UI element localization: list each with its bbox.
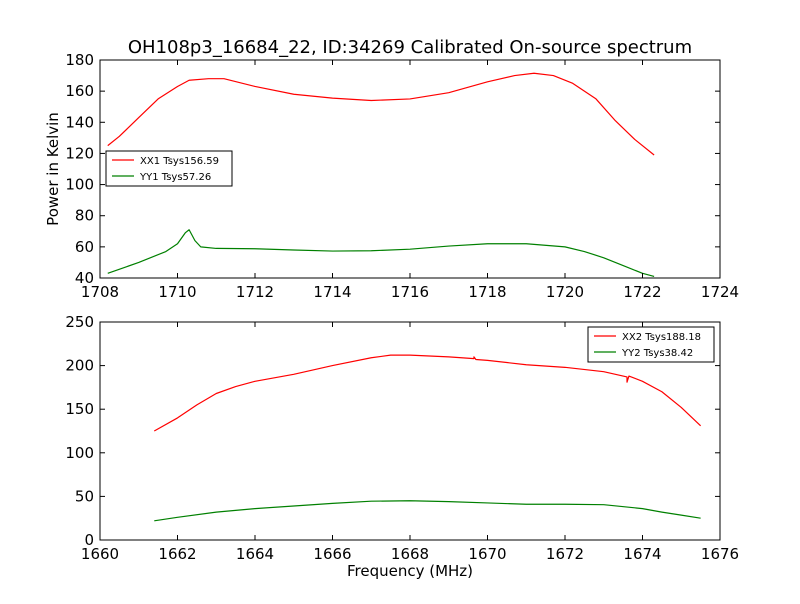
legend: XX1 Tsys156.59 YY1 Tsys57.26 <box>105 150 233 187</box>
plot-panel-1: 1708 1710 1712 1714 1716 1718 1720 1722 1724 40 60… <box>65 51 739 301</box>
y-axis-label: Power in Kelvin <box>44 112 62 226</box>
x-tick-label: 1676 <box>701 545 739 563</box>
y-tick-label: 200 <box>65 357 94 375</box>
y-tick-label: 120 <box>65 144 94 162</box>
y-tick-label: 60 <box>75 238 94 256</box>
x-tick-label: 1660 <box>81 545 119 563</box>
y-tick-label: 140 <box>65 113 94 131</box>
legend-box <box>105 150 233 187</box>
y-tick-label: 80 <box>75 207 94 225</box>
x-tick-label: 1674 <box>623 545 661 563</box>
y-tick-label: 40 <box>75 269 94 287</box>
x-axis-label: Frequency (MHz) <box>347 562 473 580</box>
x-tick-label: 1710 <box>158 283 196 301</box>
legend-box <box>587 326 715 363</box>
legend-label-2: YY1 Tsys57.26 <box>139 172 211 183</box>
x-tick-label: 1662 <box>158 545 196 563</box>
y-tick-label: 160 <box>65 82 94 100</box>
x-tick-label: 1670 <box>468 545 506 563</box>
chart-title: OH108p3_16684_22, ID:34269 Calibrated On… <box>128 37 692 58</box>
series-line-1 <box>153 354 702 432</box>
y-tick-label: 50 <box>75 487 94 505</box>
plots-group: 1708 1710 1712 1714 1716 1718 1720 1722 1724 40 60… <box>65 51 739 563</box>
x-tick-label: 1664 <box>236 545 274 563</box>
series-line-2 <box>107 229 655 278</box>
legend: XX2 Tsys188.18 YY2 Tsys38.42 <box>587 326 715 363</box>
x-tick-label: 1722 <box>623 283 661 301</box>
y-tick-label: 250 <box>65 313 94 331</box>
y-tick-label: 100 <box>65 444 94 462</box>
plot-panel-2: 1660 1662 1664 1666 1668 1670 1672 1674 1676 0 50 1… <box>65 313 739 563</box>
x-tick-label: 1720 <box>546 283 584 301</box>
legend-label-2: YY2 Tsys38.42 <box>621 348 693 359</box>
legend-label-1: XX2 Tsys188.18 <box>622 332 701 343</box>
x-tick-label: 1712 <box>236 283 274 301</box>
x-tick-label: 1724 <box>701 283 739 301</box>
x-tick-label: 1668 <box>391 545 429 563</box>
x-tick-label: 1708 <box>81 283 119 301</box>
x-tick-label: 1718 <box>468 283 506 301</box>
x-tick-label: 1716 <box>391 283 429 301</box>
y-tick-label: 180 <box>65 51 94 69</box>
y-tick-label: 0 <box>84 531 94 549</box>
y-tick-label: 100 <box>65 176 94 194</box>
series-line-1 <box>107 72 655 156</box>
series-line-2 <box>154 500 701 522</box>
x-tick-label: 1666 <box>313 545 351 563</box>
y-tick-label: 150 <box>65 400 94 418</box>
x-tick-label: 1714 <box>313 283 351 301</box>
x-tick-label: 1672 <box>546 545 584 563</box>
legend-label-1: XX1 Tsys156.59 <box>140 156 219 167</box>
